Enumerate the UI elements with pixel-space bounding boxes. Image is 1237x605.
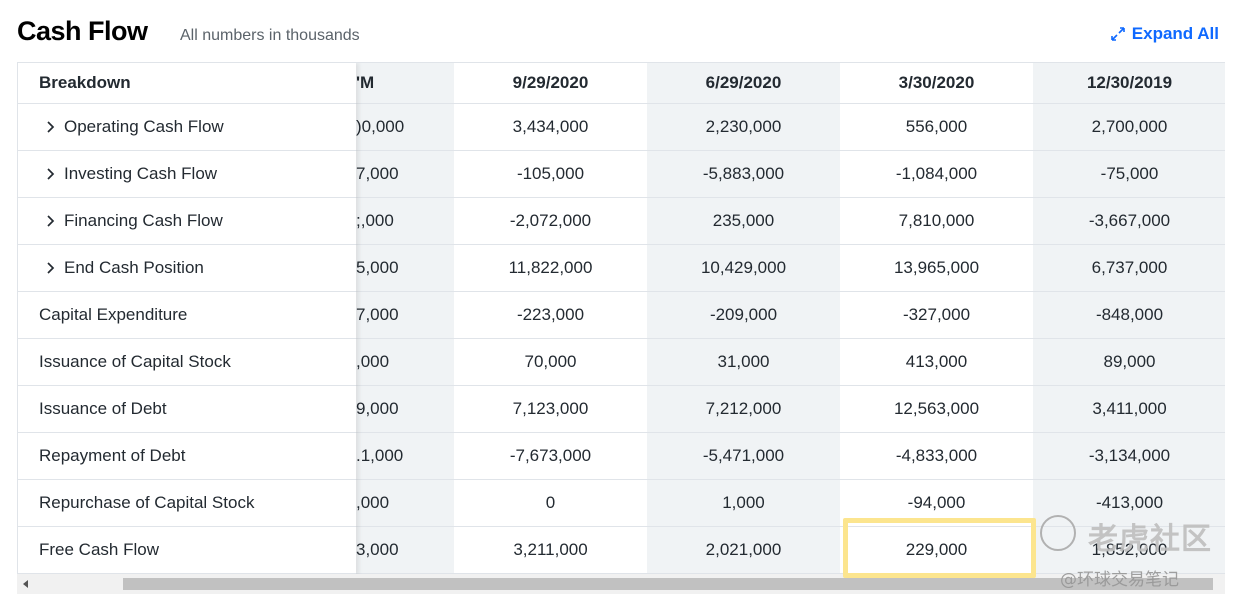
row-label: Financing Cash Flow: [64, 211, 223, 230]
column-header: 12/30/2019: [1033, 63, 1225, 104]
breakdown-header: Breakdown: [18, 63, 356, 104]
column-12-30-2019: [1033, 63, 1225, 574]
row-label: Investing Cash Flow: [64, 164, 218, 183]
row-label: Capital Expenditure: [39, 305, 188, 324]
scroll-left-arrow-icon[interactable]: [23, 580, 28, 588]
table-cell: -7,673,000: [454, 433, 647, 480]
table-cell: ;,000: [356, 198, 454, 245]
table-cell: 89,000: [1033, 339, 1225, 386]
table-row-label[interactable]: Operating Cash Flow: [18, 104, 356, 151]
table-row-label[interactable]: Investing Cash Flow: [18, 151, 356, 198]
units-note: All numbers in thousands: [180, 27, 360, 44]
table-cell: 413,000: [840, 339, 1033, 386]
table-cell: -105,000: [454, 151, 647, 198]
table-cell: -1,084,000: [840, 151, 1033, 198]
row-label: Issuance of Capital Stock: [39, 352, 231, 371]
table-cell: 70,000: [454, 339, 647, 386]
row-label: Issuance of Debt: [39, 399, 167, 418]
row-label: End Cash Position: [64, 258, 204, 277]
table-cell: -94,000: [840, 480, 1033, 527]
table-cell: -3,134,000: [1033, 433, 1225, 480]
expand-all-button[interactable]: Expand All: [1110, 24, 1219, 44]
table-scroll-area[interactable]: 'M 9/29/2020 6/29/2020 3/30/2020 12/30/2019)…: [18, 63, 1225, 574]
table-cell: 556,000: [840, 104, 1033, 151]
column-header: 3/30/2020: [840, 63, 1033, 104]
table-cell: 12,563,000: [840, 386, 1033, 433]
table-cell: -209,000: [647, 292, 840, 339]
expand-icon: [1110, 27, 1125, 41]
table-cell: 3,434,000: [454, 104, 647, 151]
column-header: 9/29/2020: [454, 63, 647, 104]
table-row-label: Repurchase of Capital Stock: [18, 480, 356, 527]
table-cell: 11,822,000: [454, 245, 647, 292]
table-cell: 6,737,000: [1033, 245, 1225, 292]
table-cell: -5,471,000: [647, 433, 840, 480]
chevron-right-icon[interactable]: [46, 215, 64, 227]
table-cell: 7,810,000: [840, 198, 1033, 245]
table-cell: -327,000: [840, 292, 1033, 339]
table-cell: 2,700,000: [1033, 104, 1225, 151]
table-cell: 3,211,000: [454, 527, 647, 574]
table-cell: -5,883,000: [647, 151, 840, 198]
page-title: Cash Flow: [17, 16, 148, 46]
table-cell: 3,411,000: [1033, 386, 1225, 433]
table-cell: 3,000: [356, 527, 454, 574]
column-header: 6/29/2020: [647, 63, 840, 104]
table-cell: ,000: [356, 480, 454, 527]
row-label: Operating Cash Flow: [64, 117, 224, 136]
table-cell: 13,965,000: [840, 245, 1033, 292]
chevron-right-icon[interactable]: [46, 121, 64, 133]
table-cell: 2,021,000: [647, 527, 840, 574]
row-label: Repurchase of Capital Stock: [39, 493, 255, 512]
table-row-label: Repayment of Debt: [18, 433, 356, 480]
table-cell: -3,667,000: [1033, 198, 1225, 245]
chevron-right-icon[interactable]: [46, 262, 64, 274]
table-cell: ,000: [356, 339, 454, 386]
table-row-label[interactable]: Financing Cash Flow: [18, 198, 356, 245]
table-cell: -4,833,000: [840, 433, 1033, 480]
table-cell: 10,429,000: [647, 245, 840, 292]
table-cell: -848,000: [1033, 292, 1225, 339]
column-3-30-2020: [840, 63, 1033, 574]
table-row-label: Issuance of Debt: [18, 386, 356, 433]
row-label: Repayment of Debt: [39, 446, 186, 465]
table-cell: 1,852,000: [1033, 527, 1225, 574]
table-cell: -2,072,000: [454, 198, 647, 245]
table-cell: 7,123,000: [454, 386, 647, 433]
row-label: Free Cash Flow: [39, 540, 159, 559]
table-row-label: Issuance of Capital Stock: [18, 339, 356, 386]
table-row-label[interactable]: End Cash Position: [18, 245, 356, 292]
column-header: 'M: [356, 63, 474, 104]
table-row-label: Free Cash Flow: [18, 527, 356, 574]
scrollbar-thumb[interactable]: [123, 578, 1213, 590]
table-cell: 7,212,000: [647, 386, 840, 433]
table-cell: -75,000: [1033, 151, 1225, 198]
table-cell: 2,230,000: [647, 104, 840, 151]
table-cell: 31,000: [647, 339, 840, 386]
table-cell: 0: [454, 480, 647, 527]
highlight-box: [843, 518, 1036, 578]
table-cell: 9,000: [356, 386, 454, 433]
chevron-right-icon[interactable]: [46, 168, 64, 180]
table-cell: -413,000: [1033, 480, 1225, 527]
cash-flow-table: 'M 9/29/2020 6/29/2020 3/30/2020 12/30/2019)…: [17, 62, 1225, 574]
table-cell: 235,000: [647, 198, 840, 245]
column-6-29-2020: [647, 63, 840, 574]
table-cell: )0,000: [356, 104, 454, 151]
table-cell: 7,000: [356, 151, 454, 198]
table-cell: 1,000: [647, 480, 840, 527]
breakdown-column: Breakdown Operating Cash Flow Investing Ca…: [18, 63, 356, 574]
column-9-29-2020: [454, 63, 647, 574]
table-row-label: Capital Expenditure: [18, 292, 356, 339]
table-cell: 5,000: [356, 245, 454, 292]
horizontal-scrollbar[interactable]: [17, 574, 1225, 594]
table-cell: .1,000: [356, 433, 454, 480]
table-cell: 7,000: [356, 292, 454, 339]
table-cell: -223,000: [454, 292, 647, 339]
expand-all-label: Expand All: [1131, 24, 1219, 43]
